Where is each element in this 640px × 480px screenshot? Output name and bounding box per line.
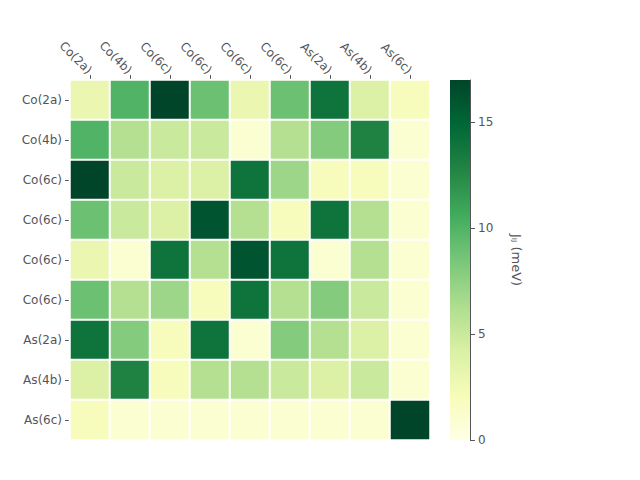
svg-text:Co(6c): Co(6c) [23,173,62,187]
svg-text:Co(6c): Co(6c) [23,213,62,227]
svg-text:Co(4b): Co(4b) [22,133,62,147]
svg-text:As(6c): As(6c) [378,40,415,77]
svg-text:Co(6c): Co(6c) [23,253,62,267]
svg-text:10: 10 [478,221,493,235]
svg-text:Jᵢⱼ (meV): Jᵢⱼ (meV) [509,233,524,286]
svg-text:As(6c): As(6c) [24,413,62,427]
svg-text:Co(2a): Co(2a) [57,39,95,77]
svg-text:15: 15 [478,115,493,129]
svg-text:Co(6c): Co(6c) [257,39,295,77]
svg-text:Co(6c): Co(6c) [177,39,215,77]
svg-text:Co(6c): Co(6c) [23,293,62,307]
svg-text:Co(6c): Co(6c) [217,39,255,77]
svg-text:As(2a): As(2a) [298,40,335,77]
svg-text:Co(2a): Co(2a) [22,93,62,107]
svg-text:5: 5 [478,327,486,341]
svg-text:0: 0 [478,433,486,447]
svg-text:As(4b): As(4b) [337,39,374,76]
svg-text:Co(6c): Co(6c) [137,39,175,77]
svg-text:As(4b): As(4b) [23,373,62,387]
svg-text:As(2a): As(2a) [23,333,62,347]
svg-text:Co(4b): Co(4b) [97,39,135,77]
